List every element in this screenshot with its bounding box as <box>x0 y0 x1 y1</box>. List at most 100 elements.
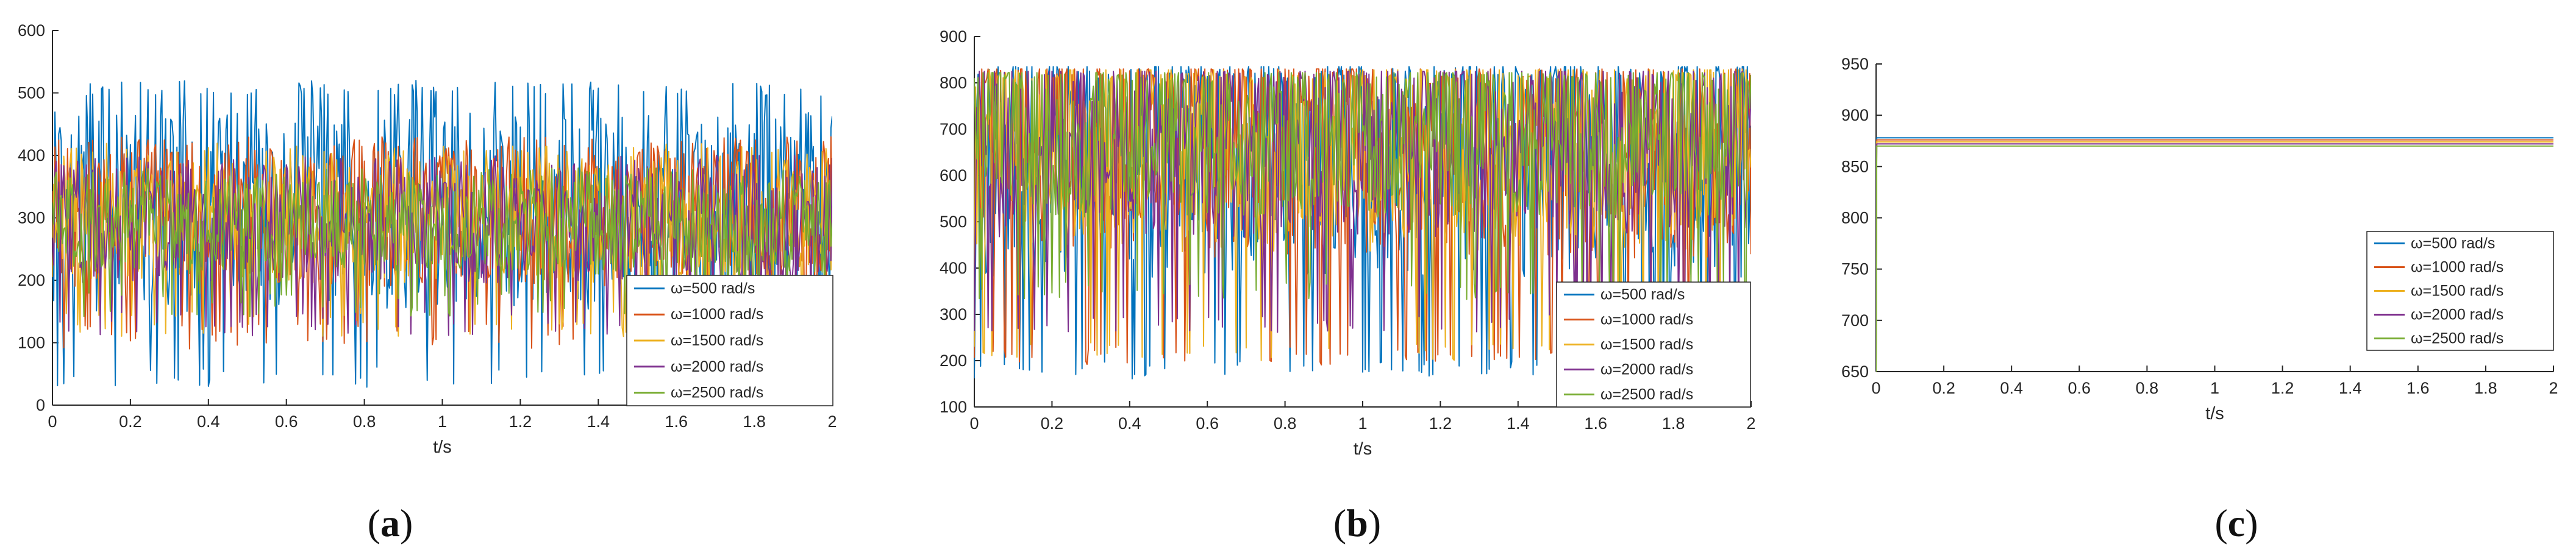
x-tick-label: 0.2 <box>1041 414 1064 433</box>
x-tick-label: 1.4 <box>1507 414 1530 433</box>
legend-label: ω=2500 rad/s <box>1600 386 1693 403</box>
legend-label: ω=1000 rad/s <box>671 306 763 323</box>
y-tick-label: 400 <box>940 259 967 277</box>
panel-caption: (b) <box>1333 501 1381 545</box>
y-tick-label: 900 <box>940 27 967 46</box>
series-line-5 <box>1876 145 2553 372</box>
x-tick-label: 0.8 <box>2136 379 2159 397</box>
x-tick-label: 1 <box>1358 414 1367 433</box>
caption-open: ( <box>368 501 380 545</box>
x-axis-label: t/s <box>1354 439 1372 459</box>
x-tick-label: 1.6 <box>665 412 688 431</box>
x-tick-label: 0.6 <box>2068 379 2091 397</box>
y-tick-label: 200 <box>18 271 45 289</box>
x-tick-label: 1 <box>2210 379 2219 397</box>
chart-panel-c: 0 0.2 0.4 0.6 0.8 1 1.2 1.4 1.6 1.8 2 650 700 750 800 8… <box>1841 55 2558 545</box>
y-tick-label: 800 <box>1841 209 1869 227</box>
legend-label: ω=2000 rad/s <box>671 358 763 375</box>
legend: ω=500 rad/s ω=1000 rad/s ω=1500 rad/s ω=200… <box>1556 281 1751 408</box>
chart-panel-a: 0 0.2 0.4 0.6 0.8 1 1.2 1.4 1.6 1.8 2 0 100 200 300 400… <box>18 21 837 545</box>
series-group <box>52 80 832 389</box>
caption-letter: c <box>2228 501 2245 545</box>
x-tick-label: 1.8 <box>743 412 766 431</box>
x-tick-label: 2 <box>1746 414 1755 433</box>
caption-open: ( <box>1333 501 1346 545</box>
y-tick-label: 900 <box>1841 106 1869 124</box>
x-tick-label: 0.2 <box>119 412 142 431</box>
x-tick-label: 1.8 <box>2474 379 2497 397</box>
x-tick-label: 0.4 <box>2000 379 2023 397</box>
y-tick-label: 600 <box>940 166 967 185</box>
series-group <box>974 66 1751 380</box>
legend-label: ω=1500 rad/s <box>671 332 763 349</box>
caption-close: ) <box>1368 501 1381 545</box>
x-tick-label: 1.4 <box>2339 379 2362 397</box>
caption-letter: b <box>1346 501 1368 545</box>
x-tick-label: 0.4 <box>1118 414 1141 433</box>
x-tick-label: 0.6 <box>1196 414 1219 433</box>
y-tick-label: 400 <box>18 146 45 164</box>
x-tick-label: 0.8 <box>1274 414 1297 433</box>
y-tick-label: 100 <box>18 334 45 352</box>
x-tick-label: 0 <box>969 414 979 433</box>
x-tick-label: 1.8 <box>1662 414 1685 433</box>
x-tick-label: 1.2 <box>1429 414 1452 433</box>
y-tick-label: 500 <box>940 213 967 231</box>
x-axis-label: t/s <box>2205 404 2224 423</box>
legend: ω=500 rad/s ω=1000 rad/s ω=1500 rad/s ω=200… <box>2366 231 2554 351</box>
x-tick-label: 1 <box>438 412 447 431</box>
x-axis-label: t/s <box>433 437 452 457</box>
y-tick-label: 600 <box>18 21 45 40</box>
legend-label: ω=1000 rad/s <box>2411 259 2503 276</box>
x-tick-label: 0 <box>1871 379 1880 397</box>
y-tick-label: 300 <box>18 209 45 227</box>
series-line-5 <box>974 72 1751 301</box>
legend-label: ω=2500 rad/s <box>671 384 763 401</box>
x-tick-label: 2 <box>2549 379 2558 397</box>
caption-close: ) <box>400 501 413 545</box>
y-tick-label: 950 <box>1841 55 1869 73</box>
y-tick-label: 750 <box>1841 260 1869 278</box>
y-tick-label: 100 <box>940 398 967 416</box>
y-tick-label: 700 <box>940 120 967 138</box>
caption-close: ) <box>2245 501 2258 545</box>
x-tick-label: 1.2 <box>2271 379 2294 397</box>
y-tick-label: 650 <box>1841 362 1869 381</box>
x-tick-label: 1.2 <box>509 412 532 431</box>
x-tick-label: 0.4 <box>197 412 220 431</box>
legend-label: ω=500 rad/s <box>671 280 755 297</box>
x-tick-label: 1.6 <box>1584 414 1607 433</box>
legend-label: ω=500 rad/s <box>2411 235 2495 252</box>
series-line-4 <box>974 71 1751 333</box>
y-tick-label: 700 <box>1841 311 1869 330</box>
y-tick-label: 300 <box>940 305 967 323</box>
x-tick-label: 0.6 <box>275 412 298 431</box>
panel-caption: (a) <box>368 501 413 545</box>
legend-label: ω=500 rad/s <box>1600 286 1685 303</box>
panel-caption: (c) <box>2214 501 2258 545</box>
legend-label: ω=2000 rad/s <box>2411 306 2503 323</box>
y-tick-label: 500 <box>18 84 45 102</box>
chart-panel-b: 0 0.2 0.4 0.6 0.8 1 1.2 1.4 1.6 1.8 2 100 200 300 400 5… <box>940 27 1756 545</box>
legend-label: ω=1500 rad/s <box>1600 336 1693 353</box>
x-tick-label: 0.2 <box>1932 379 1955 397</box>
y-tick-label: 850 <box>1841 157 1869 175</box>
x-tick-label: 0 <box>48 412 57 431</box>
caption-letter: a <box>380 501 400 545</box>
legend-label: ω=1000 rad/s <box>1600 311 1693 328</box>
series-line-5 <box>52 167 832 317</box>
legend-label: ω=1500 rad/s <box>2411 283 2503 300</box>
legend-label: ω=2500 rad/s <box>2411 330 2503 347</box>
x-tick-label: 2 <box>827 412 837 431</box>
y-tick-label: 800 <box>940 74 967 92</box>
x-tick-label: 1.4 <box>587 412 610 431</box>
y-tick-label: 0 <box>36 396 45 414</box>
x-tick-label: 1.6 <box>2407 379 2430 397</box>
caption-open: ( <box>2214 501 2227 545</box>
series-group <box>1876 137 2553 372</box>
legend: ω=500 rad/s ω=1000 rad/s ω=1500 rad/s ω=200… <box>626 275 833 406</box>
x-tick-label: 0.8 <box>353 412 376 431</box>
legend-label: ω=2000 rad/s <box>1600 361 1693 378</box>
y-tick-label: 200 <box>940 352 967 370</box>
